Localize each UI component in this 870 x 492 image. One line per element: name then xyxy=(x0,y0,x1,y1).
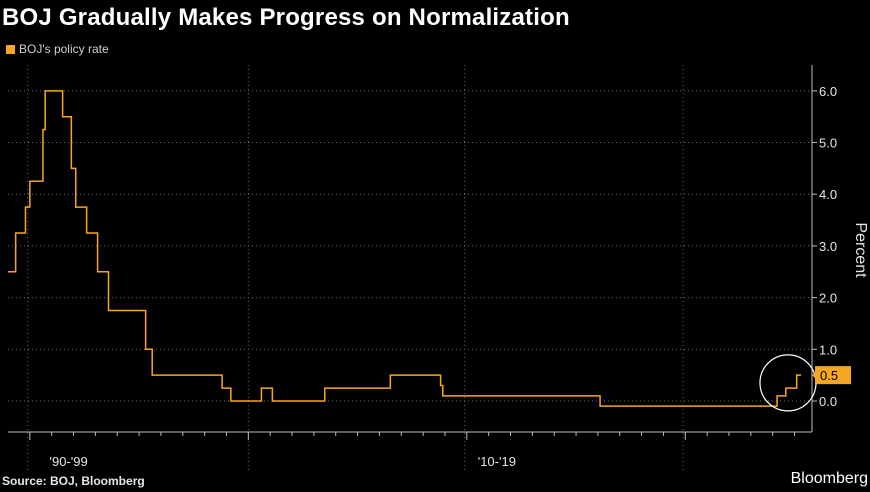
source-note: Source: BOJ, Bloomberg xyxy=(2,474,145,488)
last-value-label: 0.5 xyxy=(820,368,838,383)
last-value-pointer xyxy=(812,371,816,380)
bloomberg-logo: Bloomberg xyxy=(790,470,868,487)
y-tick-label-3: 3.0 xyxy=(819,239,837,254)
chart-title: BOJ Gradually Makes Progress on Normaliz… xyxy=(2,4,570,31)
highlight-circle xyxy=(759,354,817,412)
y-tick-label-0: 0.0 xyxy=(819,394,837,409)
x-tick-label-0: '90-'99 xyxy=(50,454,88,469)
legend: BOJ's policy rate xyxy=(6,42,109,56)
legend-swatch xyxy=(6,44,15,54)
last-value-badge xyxy=(815,366,851,385)
y-tick-label-6: 6.0 xyxy=(819,84,837,99)
y-axis-label: Percent xyxy=(852,222,869,278)
x-tick-label-1: '10-'19 xyxy=(478,454,516,469)
series-line-boj-policy-rate xyxy=(8,90,802,407)
y-tick-label-4: 4.0 xyxy=(819,187,837,202)
y-tick-label-2: 2.0 xyxy=(819,291,837,306)
legend-label: BOJ's policy rate xyxy=(19,42,109,56)
y-tick-label-1: 1.0 xyxy=(819,342,837,357)
y-tick-label-5: 5.0 xyxy=(819,136,837,151)
